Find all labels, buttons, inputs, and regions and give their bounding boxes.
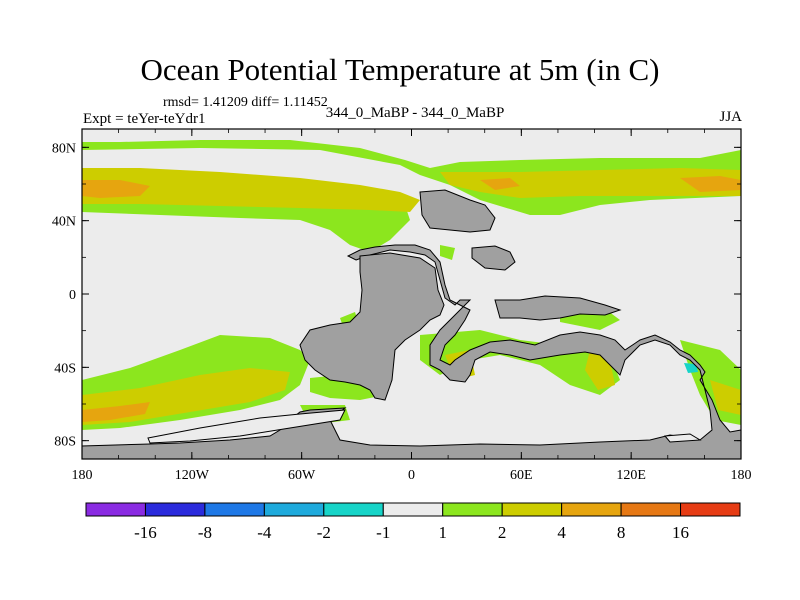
y-tick-label: 40N xyxy=(52,215,76,230)
x-tick-label: 60E xyxy=(510,468,533,483)
colorbar: -16 -8 -4 -2 -1 1 2 4 8 16 xyxy=(85,502,741,542)
field-patch-south-east-yellow xyxy=(710,380,741,415)
x-tick-label: 120W xyxy=(175,468,210,483)
colorbar-label: 8 xyxy=(617,523,626,542)
x-axis: 180 120W 60W 0 60E 120E 180 xyxy=(72,129,752,483)
x-tick-label: 0 xyxy=(408,468,415,483)
field-band-north-green-2 xyxy=(82,198,410,252)
x-tick-label: 180 xyxy=(731,468,752,483)
season-label: JJA xyxy=(719,109,742,125)
colorbar-swatch xyxy=(263,502,325,517)
field-core-north-orange-2 xyxy=(480,176,741,192)
colorbar-label: -8 xyxy=(198,523,212,542)
colorbar-swatch xyxy=(382,502,444,517)
map-area xyxy=(81,128,742,460)
colorbar-swatch xyxy=(620,502,682,517)
chart-title: Ocean Potential Temperature at 5m (in C) xyxy=(140,52,660,87)
colorbar-swatch xyxy=(442,502,503,517)
colorbar-label: 2 xyxy=(498,523,507,542)
land-antarctic-white xyxy=(663,433,702,443)
colorbar-label: 1 xyxy=(438,523,447,542)
colorbar-swatch xyxy=(501,502,563,517)
field-band-north-green xyxy=(82,140,741,215)
field-band-north-yellow-2 xyxy=(440,168,741,198)
field-core-north-orange xyxy=(82,180,150,198)
y-axis: 80N 40N 0 40S 80S xyxy=(52,141,741,450)
colorbar-swatch xyxy=(561,502,622,517)
land-continent-africa-like xyxy=(299,252,445,401)
colorbar-swatch xyxy=(144,502,206,517)
x-tick-label: 60W xyxy=(288,468,316,483)
colorbar-label: -1 xyxy=(376,523,390,542)
field-patch-south-cyan xyxy=(684,363,698,373)
period-label: 344_0_MaBP - 344_0_MaBP xyxy=(325,105,505,121)
y-tick-label: 80N xyxy=(52,141,76,156)
colorbar-label: -2 xyxy=(317,523,331,542)
x-tick-label: 120E xyxy=(616,468,646,483)
experiment-label: Expt = teYer-teYdr1 xyxy=(83,111,206,127)
land-antarctic-shelf xyxy=(147,409,346,444)
field-band-north-yellow xyxy=(82,168,420,212)
colorbar-label: 16 xyxy=(672,523,689,542)
colorbar-swatch xyxy=(680,502,741,517)
y-tick-label: 40S xyxy=(54,361,76,376)
land-northern-block xyxy=(419,189,496,233)
field-band-south-orange xyxy=(82,402,150,422)
y-tick-label: 80S xyxy=(54,435,76,450)
land-northern-island xyxy=(471,245,516,271)
colorbar-label: -4 xyxy=(257,523,272,542)
field-patch-mid-green xyxy=(340,245,620,332)
x-tick-label: 180 xyxy=(72,468,93,483)
colorbar-swatch xyxy=(85,502,146,517)
stats-label: rmsd= 1.41209 diff= 1.11452 xyxy=(163,95,328,110)
colorbar-swatch xyxy=(323,502,384,517)
colorbar-swatch xyxy=(204,502,265,517)
land-equatorial-strip xyxy=(494,295,622,321)
colorbar-label: 4 xyxy=(557,523,566,542)
y-tick-label: 0 xyxy=(69,288,76,303)
colorbar-label: -16 xyxy=(134,523,157,542)
